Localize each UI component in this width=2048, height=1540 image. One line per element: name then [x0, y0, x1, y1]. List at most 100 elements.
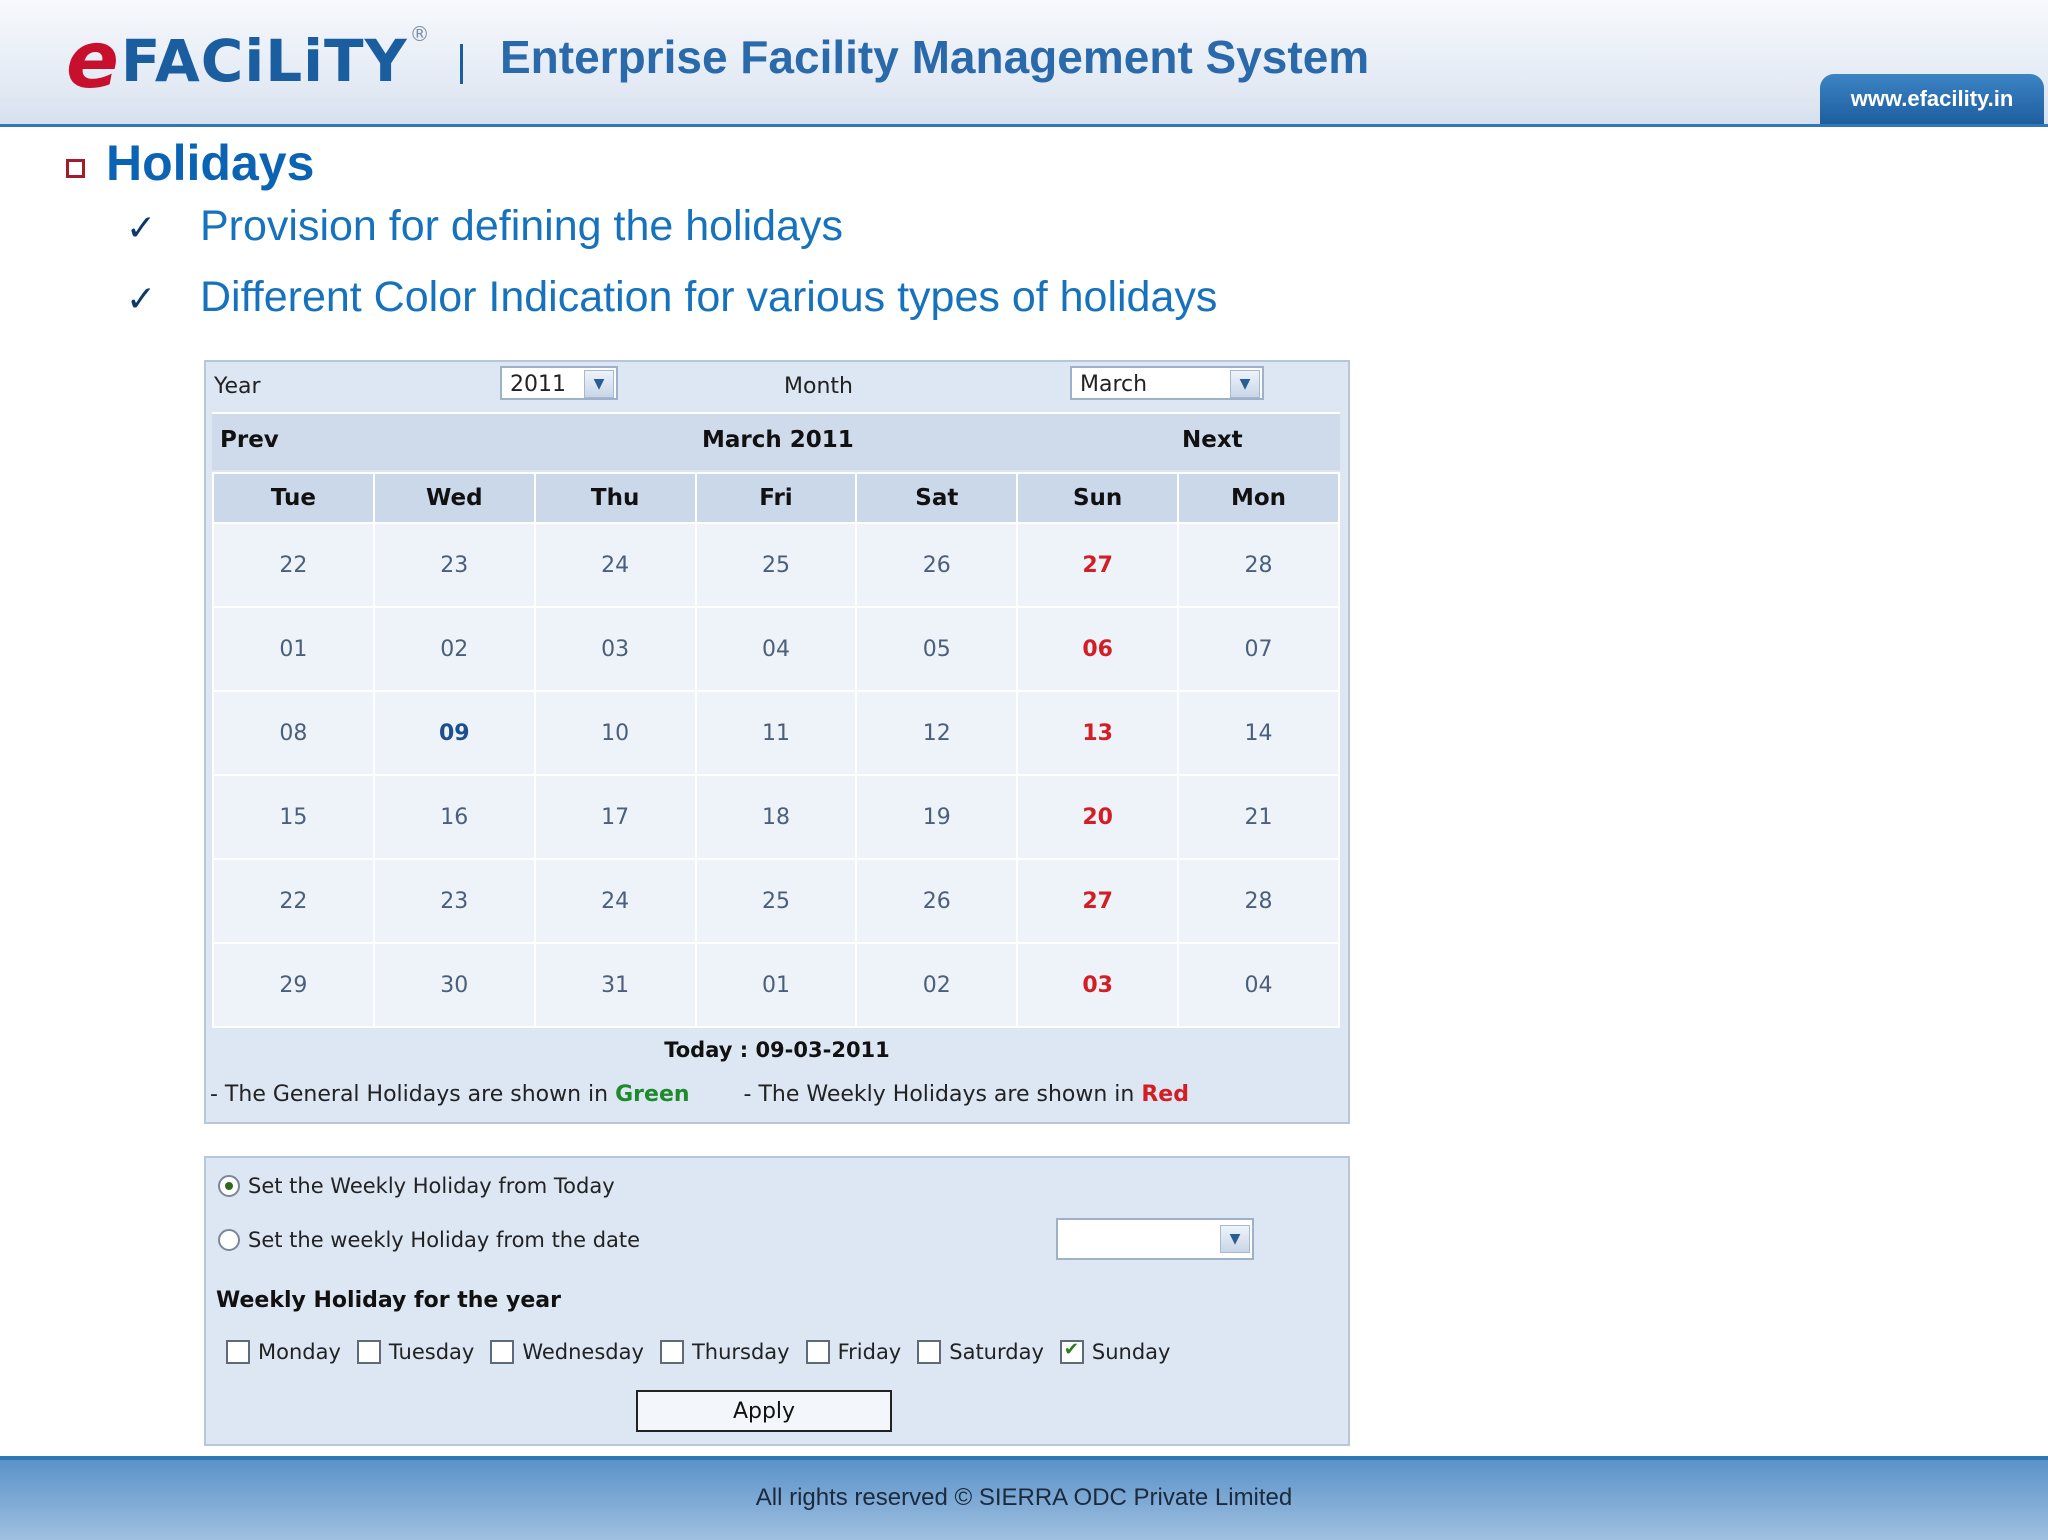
calendar-day-cell[interactable]: 22 — [212, 522, 375, 608]
chevron-down-icon[interactable]: ▼ — [1220, 1225, 1250, 1253]
weekly-holiday-cell[interactable]: 27 — [1016, 858, 1180, 944]
calendar-day-cell[interactable]: 14 — [1177, 690, 1340, 776]
calendar-day-cell[interactable]: 05 — [855, 606, 1019, 692]
weekly-holiday-section-title: Weekly Holiday for the year — [216, 1288, 561, 1313]
calendar-nav-bar: Prev March 2011 Next — [212, 412, 1340, 470]
calendar-day-cell[interactable]: 28 — [1177, 522, 1340, 608]
weekday-header: Sun — [1016, 472, 1180, 524]
option-from-today-label: Set the Weekly Holiday from Today — [248, 1174, 615, 1198]
calendar-day-cell[interactable]: 25 — [694, 858, 858, 944]
calendar-day-cell[interactable]: 11 — [694, 690, 858, 776]
bullet-point: ✓ Different Color Indication for various … — [126, 273, 1217, 322]
year-label: Year — [214, 374, 261, 399]
calendar-day-cell[interactable]: 19 — [855, 774, 1019, 860]
weekly-holiday-cell[interactable]: 20 — [1016, 774, 1180, 860]
calendar-day-cell[interactable]: 02 — [372, 606, 536, 692]
checkmark-icon: ✓ — [126, 279, 157, 320]
calendar-day-cell[interactable]: 03 — [533, 606, 697, 692]
prev-month-link[interactable]: Prev — [220, 427, 279, 453]
radio-from-date[interactable] — [218, 1229, 240, 1251]
calendar-day-cell[interactable]: 21 — [1177, 774, 1340, 860]
calendar-week-row: 15 16 17 18 19 20 21 — [212, 774, 1340, 860]
calendar-day-cell[interactable]: 26 — [855, 522, 1019, 608]
today-cell[interactable]: 09 — [372, 690, 536, 776]
calendar-day-cell[interactable]: 28 — [1177, 858, 1340, 944]
checkbox-thursday[interactable] — [659, 1340, 684, 1364]
calendar-week-row: 29 30 31 01 02 03 04 — [212, 942, 1340, 1028]
legend-general-text: - The General Holidays are shown in — [210, 1082, 609, 1107]
day-label: Monday — [258, 1340, 341, 1364]
logo-e: e — [66, 16, 119, 106]
checkbox-friday[interactable] — [805, 1340, 830, 1364]
calendar-day-cell[interactable]: 24 — [533, 858, 697, 944]
day-option-wednesday[interactable]: Wednesday — [490, 1340, 644, 1364]
bullet-point: ✓ Provision for defining the holidays — [126, 202, 843, 251]
calendar-day-cell[interactable]: 08 — [212, 690, 375, 776]
checkbox-saturday[interactable] — [917, 1340, 942, 1364]
calendar-day-cell[interactable]: 18 — [694, 774, 858, 860]
weekly-holiday-cell[interactable]: 06 — [1016, 606, 1180, 692]
legend-weekly-color: Red — [1141, 1082, 1189, 1107]
option-from-date[interactable]: Set the weekly Holiday from the date — [218, 1228, 640, 1252]
radio-from-today[interactable] — [218, 1175, 240, 1197]
calendar-day-cell[interactable]: 04 — [1177, 942, 1340, 1028]
calendar-day-cell[interactable]: 10 — [533, 690, 697, 776]
calendar-day-cell[interactable]: 17 — [533, 774, 697, 860]
day-option-thursday[interactable]: Thursday — [659, 1340, 790, 1364]
calendar-day-cell[interactable]: 24 — [533, 522, 697, 608]
checkbox-sunday[interactable] — [1059, 1339, 1084, 1364]
weekday-header: Sat — [855, 472, 1019, 524]
day-label: Thursday — [691, 1340, 790, 1364]
page-title: Holidays — [106, 135, 315, 191]
day-option-tuesday[interactable]: Tuesday — [356, 1340, 474, 1364]
weekday-header: Thu — [533, 472, 697, 524]
calendar-day-cell[interactable]: 25 — [694, 522, 858, 608]
copyright-text: All rights reserved © SIERRA ODC Private… — [755, 1484, 1293, 1511]
weekly-holiday-cell[interactable]: 27 — [1016, 522, 1180, 608]
weekly-holiday-cell[interactable]: 13 — [1016, 690, 1180, 776]
checkbox-wednesday[interactable] — [490, 1340, 515, 1364]
calendar-day-cell[interactable]: 30 — [372, 942, 536, 1028]
calendar-day-cell[interactable]: 23 — [372, 858, 536, 944]
month-select[interactable]: March ▼ — [1070, 366, 1264, 400]
calendar-day-cell[interactable]: 16 — [372, 774, 536, 860]
bullet-text: Provision for defining the holidays — [200, 202, 843, 250]
weekday-header: Fri — [694, 472, 858, 524]
calendar-day-cell[interactable]: 04 — [694, 606, 858, 692]
option-from-today[interactable]: Set the Weekly Holiday from Today — [218, 1174, 615, 1198]
next-month-link[interactable]: Next — [1182, 427, 1243, 453]
day-label: Wednesday — [522, 1340, 644, 1364]
calendar-day-cell[interactable]: 23 — [372, 522, 536, 608]
date-select[interactable]: ▼ — [1056, 1218, 1254, 1260]
weekday-header-row: Tue Wed Thu Fri Sat Sun Mon — [212, 472, 1340, 524]
chevron-down-icon[interactable]: ▼ — [584, 370, 614, 398]
chevron-down-icon[interactable]: ▼ — [1230, 370, 1260, 398]
calendar-day-cell[interactable]: 12 — [855, 690, 1019, 776]
header-title: Enterprise Facility Management System — [500, 31, 1370, 83]
day-option-saturday[interactable]: Saturday — [917, 1340, 1044, 1364]
day-option-monday[interactable]: Monday — [226, 1340, 341, 1364]
calendar-day-cell[interactable]: 01 — [212, 606, 375, 692]
calendar-day-cell[interactable]: 26 — [855, 858, 1019, 944]
weekday-header: Mon — [1177, 472, 1340, 524]
calendar-day-cell[interactable]: 07 — [1177, 606, 1340, 692]
weekly-holiday-cell[interactable]: 03 — [1016, 942, 1180, 1028]
calendar-day-cell[interactable]: 31 — [533, 942, 697, 1028]
calendar-day-cell[interactable]: 22 — [212, 858, 375, 944]
holiday-legend: - The General Holidays are shown in Gree… — [210, 1082, 1189, 1107]
month-value: March — [1080, 372, 1148, 397]
apply-button[interactable]: Apply — [636, 1390, 892, 1432]
day-option-sunday[interactable]: Sunday — [1059, 1339, 1170, 1364]
day-option-friday[interactable]: Friday — [805, 1340, 901, 1364]
bullet-text: Different Color Indication for various t… — [200, 273, 1218, 321]
calendar-week-row: 22 23 24 25 26 27 28 — [212, 522, 1340, 608]
calendar-day-cell[interactable]: 15 — [212, 774, 375, 860]
checkbox-monday[interactable] — [226, 1340, 250, 1364]
website-tab[interactable]: www.efacility.in — [1820, 74, 2044, 124]
calendar-day-cell[interactable]: 29 — [212, 942, 375, 1028]
year-select[interactable]: 2011 ▼ — [500, 366, 618, 400]
checkbox-tuesday[interactable] — [356, 1340, 381, 1364]
calendar-day-cell[interactable]: 01 — [694, 942, 858, 1028]
calendar-day-cell[interactable]: 02 — [855, 942, 1019, 1028]
square-bullet-icon — [66, 159, 85, 178]
